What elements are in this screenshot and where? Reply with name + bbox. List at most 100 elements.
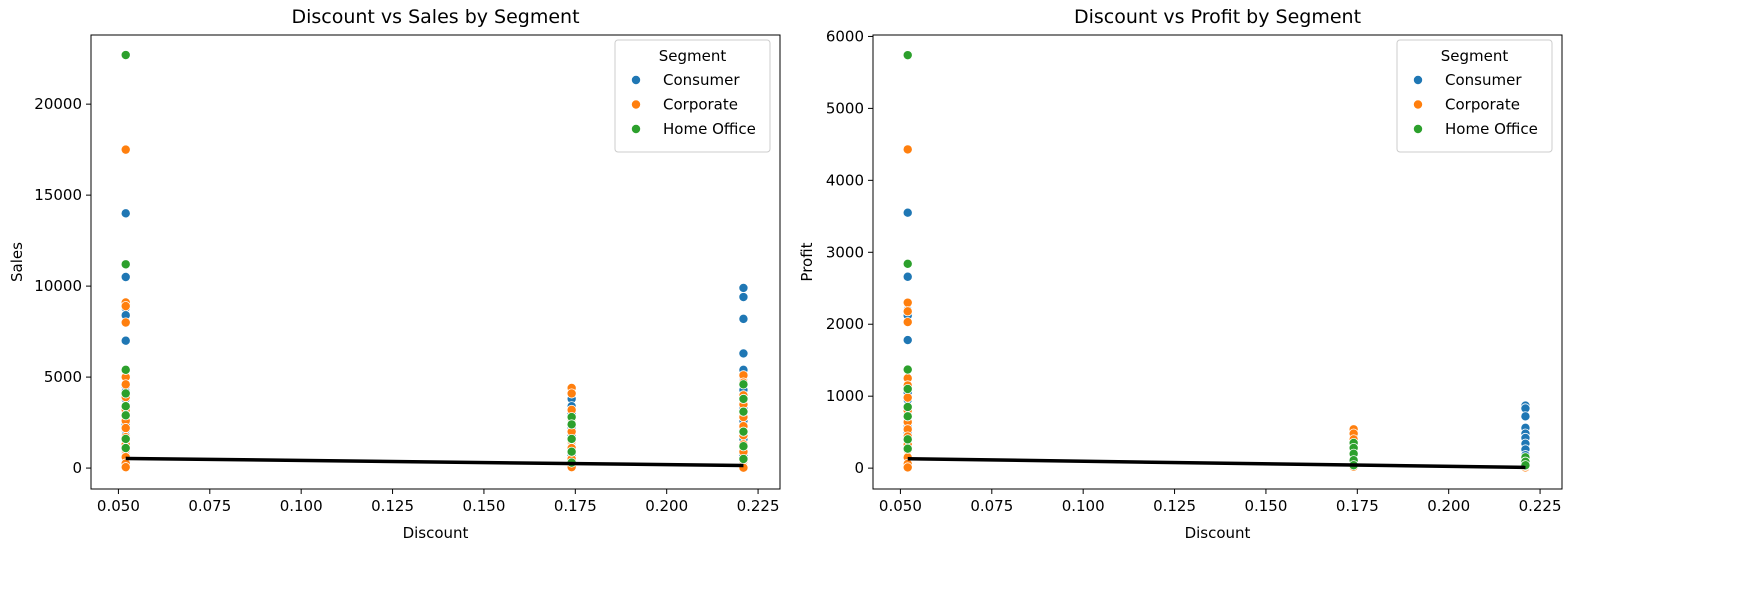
data-point xyxy=(902,306,913,317)
trend-line xyxy=(907,457,1526,470)
data-point xyxy=(902,364,913,375)
plot-area-frame xyxy=(90,34,781,490)
data-point xyxy=(738,379,749,390)
data-point xyxy=(902,434,913,445)
data-point xyxy=(738,292,749,303)
x-tick-label: 0.175 xyxy=(554,497,597,515)
series-home-office xyxy=(902,50,1531,471)
data-point xyxy=(738,313,749,324)
y-axis-label: Profit xyxy=(798,242,816,281)
data-point xyxy=(902,335,913,346)
x-tick-label: 0.200 xyxy=(1427,497,1470,515)
x-tick-label: 0.050 xyxy=(97,497,140,515)
data-point xyxy=(902,401,913,412)
data-point xyxy=(120,388,131,399)
y-tick-label: 2000 xyxy=(826,315,864,333)
data-point xyxy=(120,259,131,270)
data-point xyxy=(738,393,749,404)
legend-title: Segment xyxy=(1441,47,1509,65)
data-point xyxy=(120,317,131,328)
data-point xyxy=(120,208,131,219)
x-tick-label: 0.225 xyxy=(1519,497,1562,515)
y-tick-label: 15000 xyxy=(34,186,82,204)
data-point xyxy=(902,271,913,282)
data-point xyxy=(738,282,749,293)
data-point xyxy=(902,443,913,454)
series-home-office xyxy=(120,50,749,468)
data-point xyxy=(902,411,913,422)
legend-entry-label: Home Office xyxy=(1445,120,1538,138)
legend-entry-label: Consumer xyxy=(1445,71,1522,89)
data-point xyxy=(120,433,131,444)
x-tick-label: 0.125 xyxy=(371,497,414,515)
legend-entry-label: Home Office xyxy=(663,120,756,138)
data-point xyxy=(902,383,913,394)
legend-box xyxy=(614,39,771,153)
data-point xyxy=(566,419,577,430)
plot-area-frame xyxy=(872,34,1563,490)
data-point xyxy=(1520,411,1531,422)
data-point xyxy=(738,426,749,437)
x-tick-label: 0.125 xyxy=(1153,497,1196,515)
legend-box xyxy=(1396,39,1553,153)
trend-line xyxy=(125,456,744,468)
chart-title: Discount vs Sales by Segment xyxy=(291,6,579,28)
data-point xyxy=(120,50,131,61)
chart-panel-1: Discount vs Sales by Segment 0.050 0.075 0.… xyxy=(8,6,781,542)
x-tick-label: 0.150 xyxy=(1244,497,1287,515)
legend: Segment Consumer Corporate Home Office xyxy=(1396,39,1553,153)
legend-marker xyxy=(1413,124,1424,135)
chart-title: Discount vs Profit by Segment xyxy=(1074,6,1361,28)
x-tick-label: 0.225 xyxy=(737,497,780,515)
y-tick-label: 3000 xyxy=(826,243,864,261)
legend-entry-label: Corporate xyxy=(663,96,738,114)
series-corporate xyxy=(120,144,749,473)
y-tick-label: 20000 xyxy=(34,95,82,113)
data-point xyxy=(566,388,577,399)
y-tick-label: 5000 xyxy=(44,368,82,386)
y-tick-label: 5000 xyxy=(826,99,864,117)
x-tick-label: 0.100 xyxy=(1062,497,1105,515)
data-point xyxy=(902,297,913,308)
legend-marker xyxy=(1413,75,1424,86)
data-point xyxy=(902,317,913,328)
x-tick-label: 0.075 xyxy=(970,497,1013,515)
y-tick-label: 4000 xyxy=(826,171,864,189)
x-axis-label: Discount xyxy=(403,524,469,542)
series-consumer xyxy=(120,208,749,473)
data-point xyxy=(902,207,913,218)
chart-panel-2: Discount vs Profit by Segment 0.050 0.075 0… xyxy=(798,6,1563,542)
data-point xyxy=(738,453,749,464)
y-tick-label: 10000 xyxy=(34,277,82,295)
x-tick-label: 0.175 xyxy=(1336,497,1379,515)
legend-title: Segment xyxy=(659,47,727,65)
legend-entry-label: Consumer xyxy=(663,71,740,89)
data-point xyxy=(738,406,749,417)
legend-marker xyxy=(631,124,642,135)
data-point xyxy=(120,379,131,390)
data-point xyxy=(120,462,131,473)
legend-entry-label: Corporate xyxy=(1445,96,1520,114)
x-tick-label: 0.100 xyxy=(280,497,323,515)
data-point xyxy=(120,443,131,454)
series-corporate xyxy=(902,144,1531,473)
y-axis-label: Sales xyxy=(8,242,26,282)
data-point xyxy=(120,401,131,412)
data-point xyxy=(120,272,131,283)
data-point xyxy=(902,258,913,269)
data-point xyxy=(120,144,131,155)
y-tick-label: 0 xyxy=(854,459,864,477)
data-point xyxy=(120,364,131,375)
data-point xyxy=(566,433,577,444)
y-tick-label: 0 xyxy=(72,459,82,477)
y-tick-label: 1000 xyxy=(826,387,864,405)
x-tick-label: 0.150 xyxy=(462,497,505,515)
series-consumer xyxy=(902,207,1531,472)
x-axis-label: Discount xyxy=(1185,524,1251,542)
data-point xyxy=(120,423,131,434)
x-tick-label: 0.075 xyxy=(188,497,231,515)
y-tick-label: 6000 xyxy=(826,27,864,45)
data-point xyxy=(738,441,749,452)
